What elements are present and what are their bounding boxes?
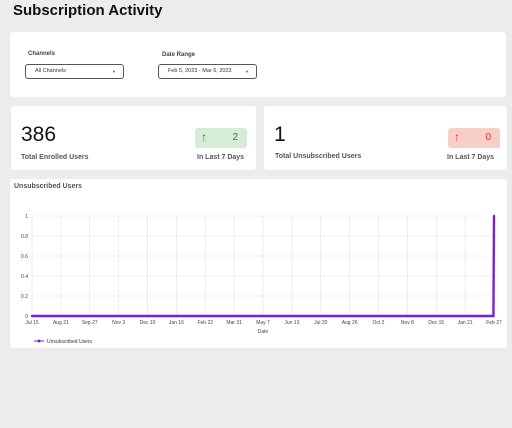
data-point [492, 214, 496, 218]
x-tick-label: Feb 22 [197, 320, 213, 326]
channels-label: Channels [28, 51, 56, 57]
x-tick-label: Jun 13 [284, 320, 299, 326]
x-tick-label: Sep 27 [82, 320, 98, 326]
kpi-label: Total Unsubscribed Users [275, 153, 362, 160]
x-tick-label: Jul 15 [25, 320, 39, 326]
legend-label: Unsubscribed Users [47, 339, 93, 345]
x-tick-label: Jan 21 [458, 320, 473, 326]
x-tick-label: Feb 27 [486, 320, 502, 326]
x-axis-label: Date [258, 329, 269, 335]
y-tick-label: 0 [25, 314, 28, 320]
kpi-card-unsubscribed: 1 Total Unsubscribed Users ↑ 0 In Last 7… [264, 106, 507, 170]
delta-label: In Last 7 Days [447, 154, 495, 161]
channels-select[interactable]: All Channels ▼ [25, 64, 124, 79]
kpi-value: 1 [274, 123, 286, 146]
channels-value: All Channels [35, 68, 66, 74]
x-tick-label: Oct 2 [373, 320, 385, 326]
arrow-up-icon: ↑ [201, 130, 207, 144]
y-tick-label: 0.2 [21, 294, 28, 300]
x-tick-label: Dec 15 [428, 320, 444, 326]
x-tick-label: May 7 [256, 320, 270, 326]
data-point [30, 314, 34, 318]
kpi-card-enrolled: 386 Total Enrolled Users ↑ 2 In Last 7 D… [11, 106, 256, 170]
chart-card: Unsubscribed Users 0 0.2 0.4 0.6 0.8 1 Jul 15 A… [10, 179, 507, 348]
x-tick-label: Aug 26 [342, 320, 358, 326]
x-tick-label: Nov 8 [401, 320, 414, 326]
date-range-select[interactable]: Feb 5, 2023 - Mar 6, 2023 ▼ [158, 64, 257, 79]
legend-marker [37, 339, 41, 343]
y-tick-label: 1 [25, 214, 28, 220]
x-tick-label: Jan 16 [169, 320, 184, 326]
y-tick-label: 0.6 [21, 254, 28, 260]
delta-label: In Last 7 Days [197, 154, 245, 161]
data-point [492, 314, 495, 318]
x-tick-label: Nov 3 [112, 320, 125, 326]
page-title: Subscription Activity [13, 2, 163, 19]
y-tick-label: 0.8 [21, 234, 28, 240]
delta-badge: ↑ 2 [195, 128, 247, 148]
y-tick-label: 0.4 [21, 274, 28, 280]
line-chart: 0 0.2 0.4 0.6 0.8 1 Jul 15 Aug 21 Sep 27 Nov 3 Dec… [21, 214, 502, 345]
date-range-value: Feb 5, 2023 - Mar 6, 2023 [168, 68, 232, 74]
arrow-up-icon: ↑ [454, 130, 460, 144]
kpi-label: Total Enrolled Users [21, 154, 89, 161]
caret-down-icon: ▼ [245, 69, 249, 74]
x-tick-label: Aug 21 [53, 320, 69, 326]
caret-down-icon: ▼ [112, 69, 116, 74]
x-tick-label: Jul 20 [314, 320, 328, 326]
date-range-label: Date Range [162, 52, 196, 58]
delta-value: 0 [485, 132, 491, 143]
kpi-value: 386 [21, 123, 57, 146]
delta-value: 2 [232, 132, 238, 143]
x-tick-label: Mar 31 [226, 320, 242, 326]
delta-badge: ↑ 0 [448, 128, 500, 148]
x-tick-label: Dec 10 [140, 320, 156, 326]
filters-panel: Channels All Channels ▼ Date Range Feb 5… [10, 32, 506, 97]
chart-title: Unsubscribed Users [14, 183, 83, 190]
